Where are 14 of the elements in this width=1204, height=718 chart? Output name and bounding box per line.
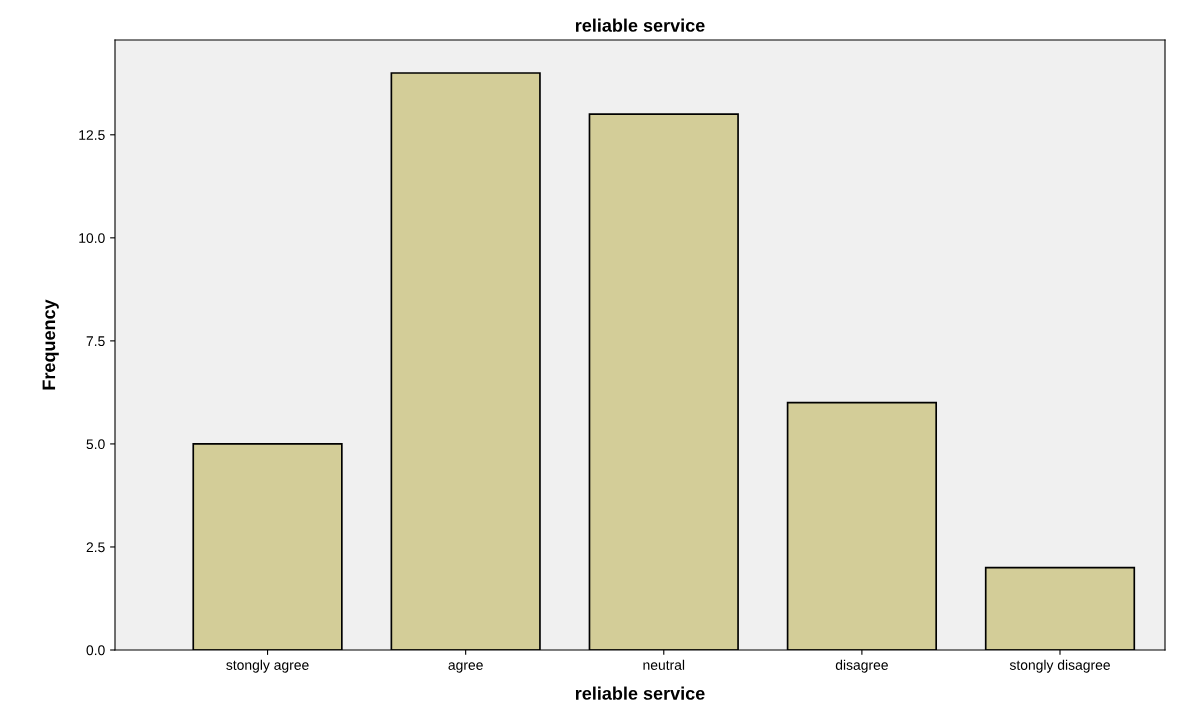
- y-axis-title: Frequency: [42, 299, 59, 390]
- x-tick-label: neutral: [643, 659, 685, 670]
- chart-title: reliable service: [575, 18, 705, 32]
- x-tick-label: disagree: [835, 659, 888, 673]
- y-tick-label: 5.0: [86, 439, 105, 450]
- x-tick-label: stongly disagree: [1009, 659, 1110, 673]
- y-tick-label: 7.5: [86, 336, 105, 347]
- y-tick-label: 12.5: [79, 130, 105, 140]
- y-tick-label: 2.5: [86, 542, 105, 553]
- y-tick-label: 10.0: [79, 233, 105, 244]
- y-tick-label: 0.0: [86, 645, 105, 656]
- x-tick-label: agree: [448, 662, 483, 673]
- x-axis-title: reliable service: [575, 686, 705, 700]
- x-tick-label: stongly agree: [226, 659, 309, 673]
